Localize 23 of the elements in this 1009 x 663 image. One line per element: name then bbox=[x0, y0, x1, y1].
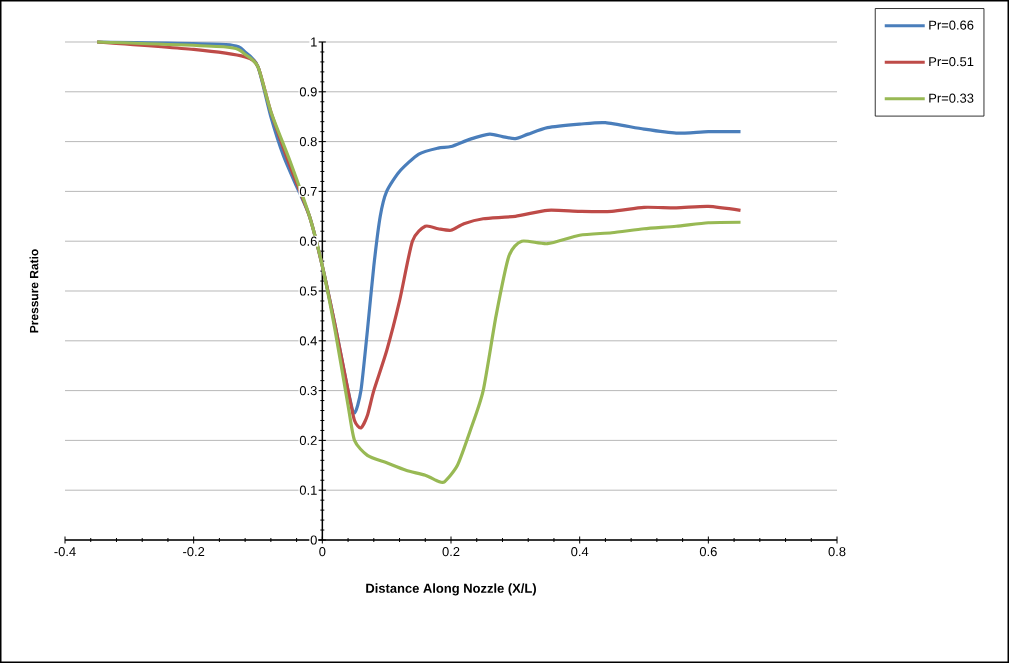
y-tick-label: 0.7 bbox=[299, 186, 317, 196]
y-tick-label: 0.8 bbox=[299, 137, 317, 147]
x-tick-label: 0 bbox=[319, 547, 326, 557]
x-tick-label: -0.4 bbox=[54, 547, 76, 557]
x-tick-label: 0.4 bbox=[571, 547, 589, 557]
y-tick-label: 0.3 bbox=[299, 386, 317, 396]
y-axis-title: Pressure Ratio bbox=[29, 249, 39, 333]
x-axis-title: Distance Along Nozzle (X/L) bbox=[366, 583, 536, 596]
y-tick-label: 0.1 bbox=[299, 485, 317, 495]
y-tick-label: 0.2 bbox=[299, 435, 317, 445]
y-tick-label: 1 bbox=[311, 37, 317, 47]
legend-label: Pr=0.33 bbox=[929, 93, 974, 103]
y-tick-label: 0.6 bbox=[299, 236, 317, 246]
legend-label: Pr=0.66 bbox=[929, 20, 974, 30]
x-tick-label: -0.2 bbox=[183, 547, 205, 557]
y-tick-label: 0.4 bbox=[299, 336, 317, 346]
y-tick-label: 0 bbox=[310, 535, 317, 545]
legend-label: Pr=0.51 bbox=[929, 57, 974, 67]
x-tick-label: 0.6 bbox=[699, 547, 717, 557]
x-tick-label: 0.8 bbox=[828, 547, 846, 557]
y-tick-label: 0.5 bbox=[299, 286, 317, 296]
y-tick-label: 0.9 bbox=[299, 87, 317, 97]
x-tick-label: 0.2 bbox=[442, 547, 460, 557]
